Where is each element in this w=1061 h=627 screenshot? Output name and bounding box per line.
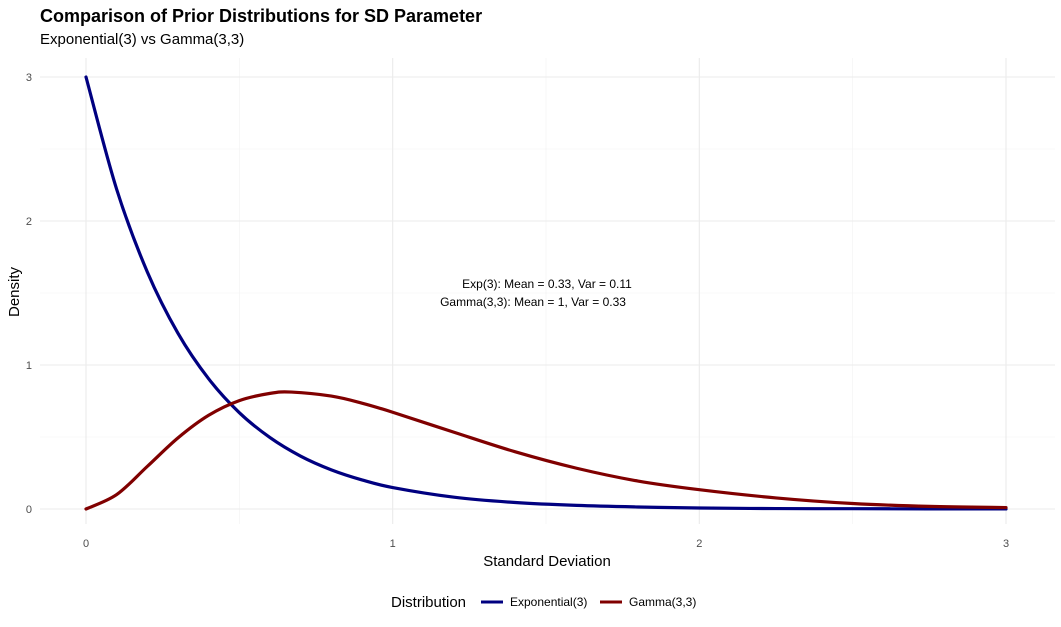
legend-label-gamma: Gamma(3,3) xyxy=(629,595,696,609)
x-tick-label: 0 xyxy=(83,538,89,550)
series-lines xyxy=(84,75,1008,511)
series-line-exponential xyxy=(84,75,1008,511)
y-axis-title: Density xyxy=(6,266,23,317)
y-tick-label: 3 xyxy=(26,72,32,84)
y-axis-ticks: 0 1 2 3 xyxy=(26,72,32,516)
y-tick-label: 0 xyxy=(26,504,32,516)
y-tick-label: 2 xyxy=(26,216,32,228)
series-line-gamma xyxy=(84,390,1008,511)
grid-major xyxy=(40,58,1055,524)
legend-label-exponential: Exponential(3) xyxy=(510,595,587,609)
annotation-gamma-stats: Gamma(3,3): Mean = 1, Var = 0.33 xyxy=(440,295,626,309)
annotation-exp-stats: Exp(3): Mean = 0.33, Var = 0.11 xyxy=(462,277,632,291)
x-tick-label: 2 xyxy=(696,538,702,550)
x-tick-label: 3 xyxy=(1003,538,1009,550)
grid-minor xyxy=(40,58,1055,524)
chart-subtitle: Exponential(3) vs Gamma(3,3) xyxy=(40,31,244,48)
plot-panel xyxy=(40,58,1055,524)
x-axis-title: Standard Deviation xyxy=(483,553,611,570)
legend: Distribution Exponential(3) Gamma(3,3) xyxy=(391,594,696,611)
x-tick-label: 1 xyxy=(390,538,396,550)
x-axis-ticks: 0 1 2 3 xyxy=(83,538,1009,550)
chart-title: Comparison of Prior Distributions for SD… xyxy=(40,6,482,26)
legend-title: Distribution xyxy=(391,594,466,611)
y-tick-label: 1 xyxy=(26,360,32,372)
